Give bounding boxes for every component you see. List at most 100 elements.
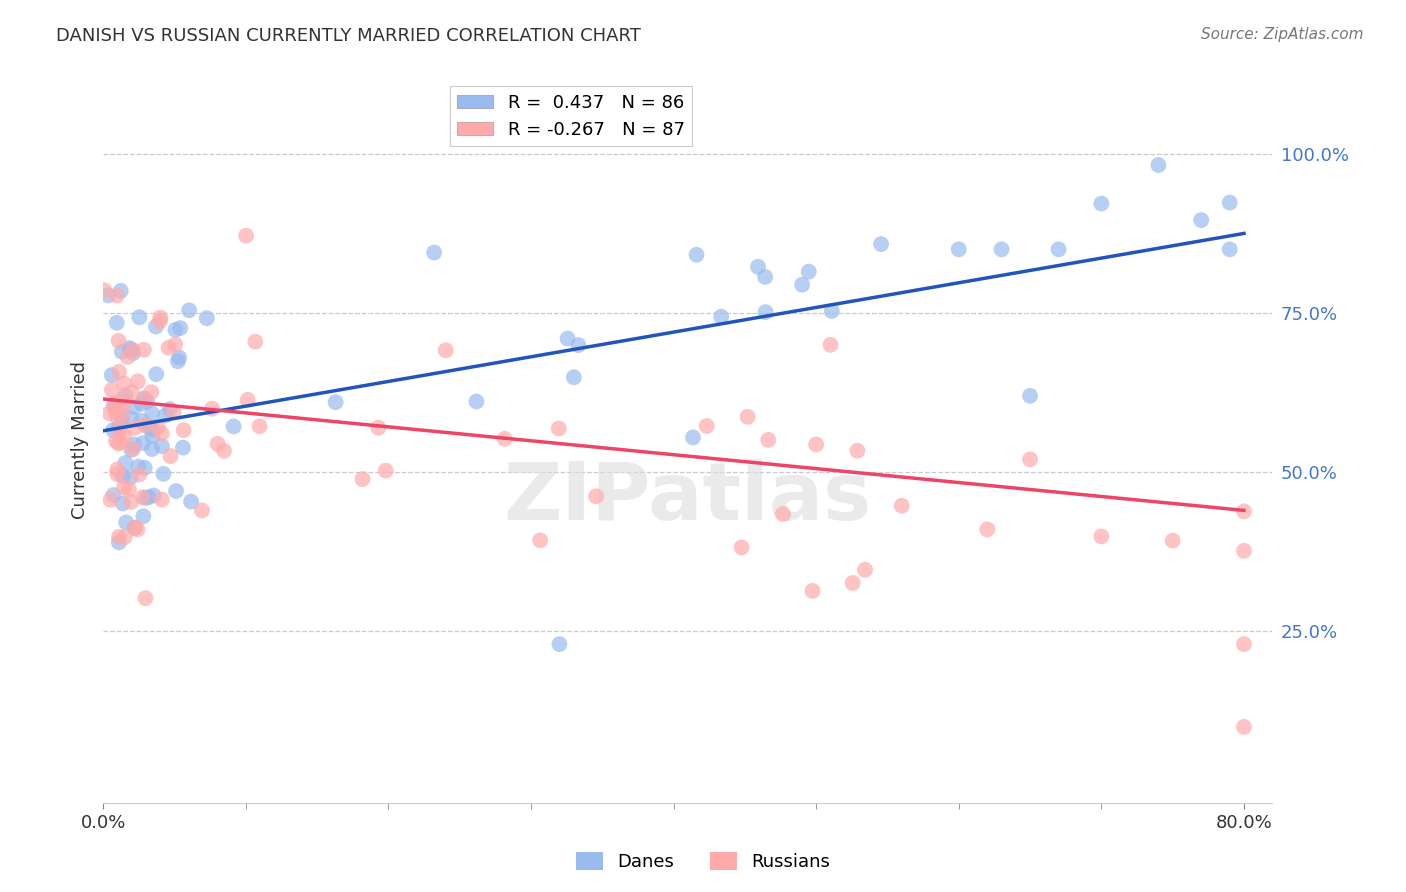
Point — [165, 483, 187, 498]
Point — [141, 385, 163, 400]
Point — [110, 284, 132, 298]
Point — [93, 283, 115, 297]
Point — [120, 495, 142, 509]
Point — [173, 423, 195, 437]
Y-axis label: Currently Married: Currently Married — [72, 361, 89, 519]
Point — [222, 419, 245, 434]
Point — [434, 343, 457, 358]
Point — [114, 388, 136, 402]
Point — [212, 443, 235, 458]
Point — [1219, 195, 1241, 210]
Point — [163, 405, 186, 419]
Point — [747, 260, 769, 274]
Point — [737, 409, 759, 424]
Point — [98, 406, 121, 420]
Point — [465, 394, 488, 409]
Text: DANISH VS RUSSIAN CURRENTLY MARRIED CORRELATION CHART: DANISH VS RUSSIAN CURRENTLY MARRIED CORR… — [56, 27, 641, 45]
Point — [557, 332, 579, 346]
Point — [110, 408, 132, 422]
Point — [235, 228, 257, 243]
Point — [120, 470, 142, 484]
Point — [141, 429, 163, 443]
Point — [547, 421, 569, 435]
Point — [201, 401, 224, 416]
Point — [1090, 196, 1112, 211]
Point — [585, 489, 607, 503]
Point — [821, 304, 844, 318]
Point — [562, 370, 585, 384]
Point — [325, 395, 347, 409]
Point — [169, 321, 191, 335]
Point — [890, 499, 912, 513]
Point — [1090, 529, 1112, 543]
Point — [101, 423, 124, 437]
Point — [111, 344, 134, 359]
Point — [990, 243, 1012, 257]
Point — [1189, 213, 1212, 227]
Point — [730, 541, 752, 555]
Point — [166, 354, 188, 368]
Point — [685, 248, 707, 262]
Point — [124, 521, 146, 535]
Point — [548, 637, 571, 651]
Point — [117, 350, 139, 364]
Point — [111, 392, 134, 407]
Point — [120, 343, 142, 357]
Point — [118, 483, 141, 497]
Point — [1019, 452, 1042, 467]
Point — [172, 441, 194, 455]
Legend: Danes, Russians: Danes, Russians — [568, 845, 838, 879]
Point — [108, 535, 131, 549]
Point — [180, 494, 202, 508]
Point — [948, 243, 970, 257]
Point — [792, 277, 814, 292]
Point — [846, 443, 869, 458]
Point — [804, 437, 827, 451]
Point — [124, 421, 146, 435]
Point — [120, 411, 142, 425]
Point — [155, 409, 177, 423]
Point — [112, 396, 135, 410]
Text: Source: ZipAtlas.com: Source: ZipAtlas.com — [1201, 27, 1364, 42]
Point — [122, 346, 145, 360]
Point — [111, 411, 134, 425]
Point — [149, 314, 172, 328]
Point — [567, 338, 589, 352]
Point — [367, 421, 389, 435]
Legend: R =  0.437   N = 86, R = -0.267   N = 87: R = 0.437 N = 86, R = -0.267 N = 87 — [450, 87, 692, 146]
Point — [132, 343, 155, 357]
Point — [494, 432, 516, 446]
Point — [145, 319, 167, 334]
Point — [122, 401, 145, 415]
Point — [134, 392, 156, 406]
Point — [150, 492, 173, 507]
Point — [132, 436, 155, 450]
Point — [100, 368, 122, 383]
Point — [374, 464, 396, 478]
Point — [245, 334, 267, 349]
Point — [150, 426, 173, 441]
Point — [801, 584, 824, 599]
Point — [114, 456, 136, 470]
Point — [142, 488, 165, 502]
Point — [105, 434, 128, 448]
Point — [131, 490, 153, 504]
Point — [127, 459, 149, 474]
Point — [104, 403, 127, 417]
Point — [124, 520, 146, 534]
Point — [108, 423, 131, 437]
Point — [105, 409, 128, 424]
Point — [132, 509, 155, 524]
Point — [682, 430, 704, 444]
Point — [105, 467, 128, 481]
Point — [1161, 533, 1184, 548]
Point — [853, 563, 876, 577]
Point — [157, 341, 180, 355]
Point — [121, 385, 143, 400]
Point — [142, 423, 165, 437]
Point — [165, 337, 187, 351]
Point — [107, 436, 129, 450]
Point — [146, 420, 169, 434]
Point — [134, 491, 156, 505]
Point — [127, 375, 149, 389]
